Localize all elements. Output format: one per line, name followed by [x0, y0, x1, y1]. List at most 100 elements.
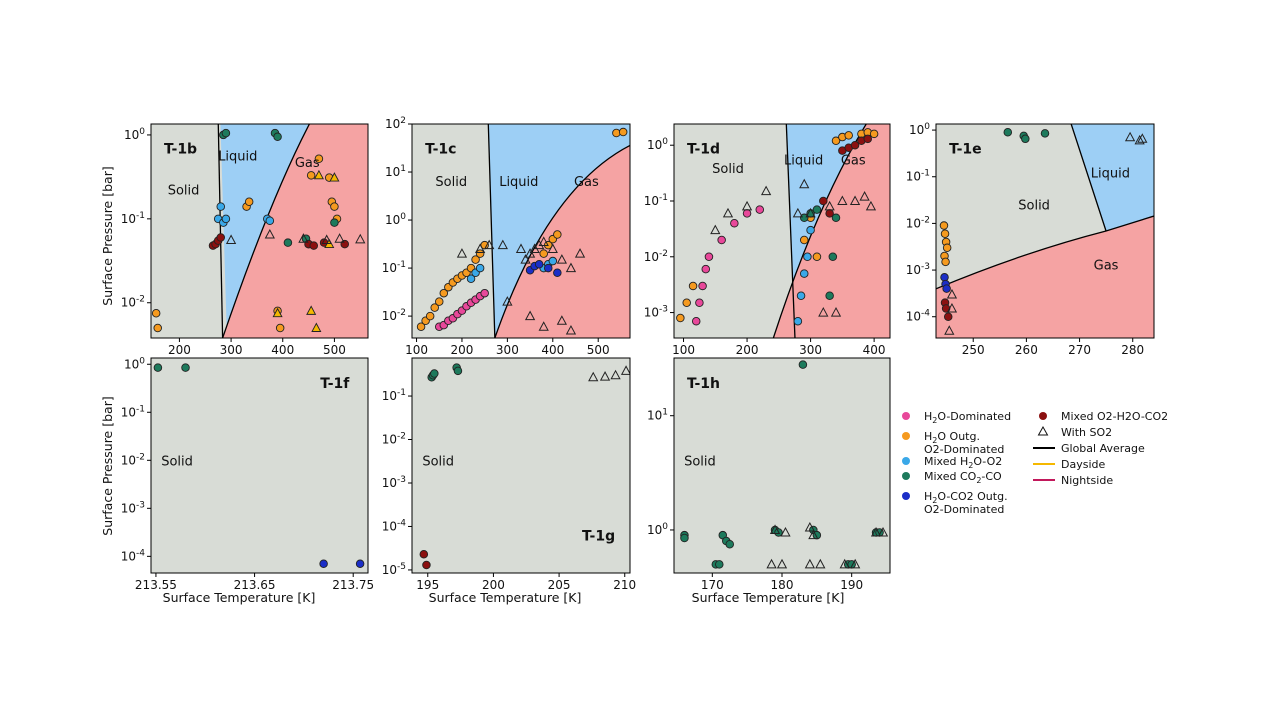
- data-point: [471, 255, 480, 264]
- data-point: [1021, 134, 1030, 144]
- data-point: [265, 216, 275, 225]
- x-tick-label: 200: [168, 343, 191, 357]
- xlabel-g: Surface Temperature [K]: [429, 590, 582, 605]
- data-point: [850, 140, 860, 150]
- data-point: [306, 171, 316, 180]
- so2-triangle-point: [946, 302, 958, 313]
- so2-triangle-point: [824, 200, 835, 211]
- data-point: [831, 136, 841, 146]
- y-tick-label: 100: [647, 137, 668, 152]
- so2-triangle-point: [849, 195, 861, 205]
- panel-t-1g: Solid T-1g 195 200 205 210 10-5 10-4 10-3 10-2 10-…: [382, 357, 636, 592]
- y-tick-label: 10-2: [382, 308, 406, 323]
- region-label-gas: Gas: [1094, 259, 1119, 274]
- so2-triangle-point: [710, 224, 721, 235]
- data-point: [869, 129, 879, 139]
- data-point: [548, 256, 558, 266]
- x-tick-label: 200: [736, 343, 759, 357]
- data-point: [676, 313, 685, 323]
- x-tick-label: 500: [323, 343, 346, 357]
- data-point: [730, 218, 739, 228]
- panel-frame: [411, 123, 631, 339]
- data-point: [695, 298, 704, 307]
- data-point: [319, 559, 328, 569]
- data-point: [309, 241, 319, 250]
- data-point: [539, 249, 548, 258]
- x-tick-label: 205: [548, 578, 571, 592]
- x-tick-label: 300: [496, 343, 519, 357]
- data-point: [340, 239, 350, 249]
- data-point: [272, 307, 283, 318]
- so2-triangle-point: [870, 526, 882, 537]
- x-tick-label: 300: [799, 343, 822, 357]
- y-tick-label: 100: [385, 212, 406, 227]
- so2-triangle-point: [815, 558, 826, 569]
- data-point: [799, 269, 809, 278]
- data-point: [798, 360, 808, 369]
- data-point: [742, 209, 752, 218]
- region-label-gas: Gas: [295, 156, 320, 171]
- data-point: [1040, 129, 1050, 138]
- data-point: [941, 304, 951, 313]
- data-point: [825, 291, 834, 301]
- panel-t-1e: Solid Liquid Gas T-1e 250 260 270 280 10-4 10-3 10…: [906, 122, 1155, 357]
- so2-triangle-point: [524, 310, 536, 321]
- data-point: [682, 298, 691, 307]
- y-tick-label: 10-2: [121, 295, 145, 310]
- y-tick-label: 100: [909, 122, 930, 137]
- so2-triangle-point: [264, 228, 275, 239]
- data-point: [453, 366, 463, 376]
- data-point: [311, 322, 322, 332]
- y-tick-label: 10-2: [906, 215, 930, 230]
- so2-triangle-point: [225, 234, 237, 244]
- so2-triangle-point: [620, 365, 630, 375]
- so2-triangle-point: [839, 558, 850, 569]
- so2-triangle-point: [850, 558, 861, 569]
- so2-triangle-point: [859, 191, 870, 201]
- x-tick-label: 260: [1015, 343, 1038, 357]
- so2-triangle-point: [334, 233, 345, 243]
- so2-triangle-point: [1137, 133, 1148, 143]
- y-tick-label: 101: [647, 408, 668, 423]
- panel-title: T-1g: [582, 528, 615, 544]
- region-solid-fill: [412, 358, 630, 573]
- data-point: [475, 249, 485, 258]
- data-point: [283, 238, 293, 247]
- y-tick-label: 10-1: [644, 193, 668, 208]
- so2-triangle-point: [944, 325, 955, 335]
- so2-triangle-point: [502, 296, 513, 306]
- data-point: [844, 131, 853, 140]
- region-label-liquid: Liquid: [499, 175, 538, 190]
- panel-t-1b: Solid Liquid Gas T-1b 200 300 400 500 10-2 10-1 10…: [121, 123, 369, 357]
- data-point: [329, 172, 340, 182]
- x-tick-label: 213.55: [135, 578, 177, 592]
- panel-frame: [150, 357, 369, 574]
- region-label-liquid: Liquid: [784, 154, 823, 169]
- y-tick-label: 10-3: [644, 305, 668, 320]
- legend-marker: [902, 432, 910, 440]
- data-point: [275, 323, 285, 333]
- data-point: [819, 196, 828, 206]
- data-point: [942, 284, 951, 293]
- data-point: [153, 323, 162, 333]
- so2-triangle-point: [722, 207, 734, 218]
- so2-triangle-point: [837, 195, 848, 205]
- x-tick-label: 100: [672, 343, 695, 357]
- y-tick-label: 10-2: [644, 249, 668, 264]
- y-tick-label: 10-1: [382, 260, 406, 275]
- legend-label: H2O-CO2 Outg.: [924, 490, 1008, 505]
- data-point: [430, 303, 439, 312]
- y-tick-label: 100: [647, 522, 668, 537]
- so2-triangle-point: [804, 521, 816, 532]
- y-tick-label: 10-2: [382, 432, 406, 447]
- so2-triangle-point: [538, 236, 549, 246]
- data-point: [618, 127, 628, 137]
- x-tick-label: 300: [220, 343, 243, 357]
- legend-label: Dayside: [1061, 458, 1105, 471]
- legend-label: H2O Outg.: [924, 430, 980, 445]
- data-point: [425, 311, 435, 321]
- so2-triangle-point: [588, 371, 599, 382]
- legend-label: Mixed CO2-CO: [924, 470, 1002, 485]
- panel-t-1f: Solid T-1f 213.55 213.65 213.75 10-4 10-3 10-2 1…: [121, 356, 374, 592]
